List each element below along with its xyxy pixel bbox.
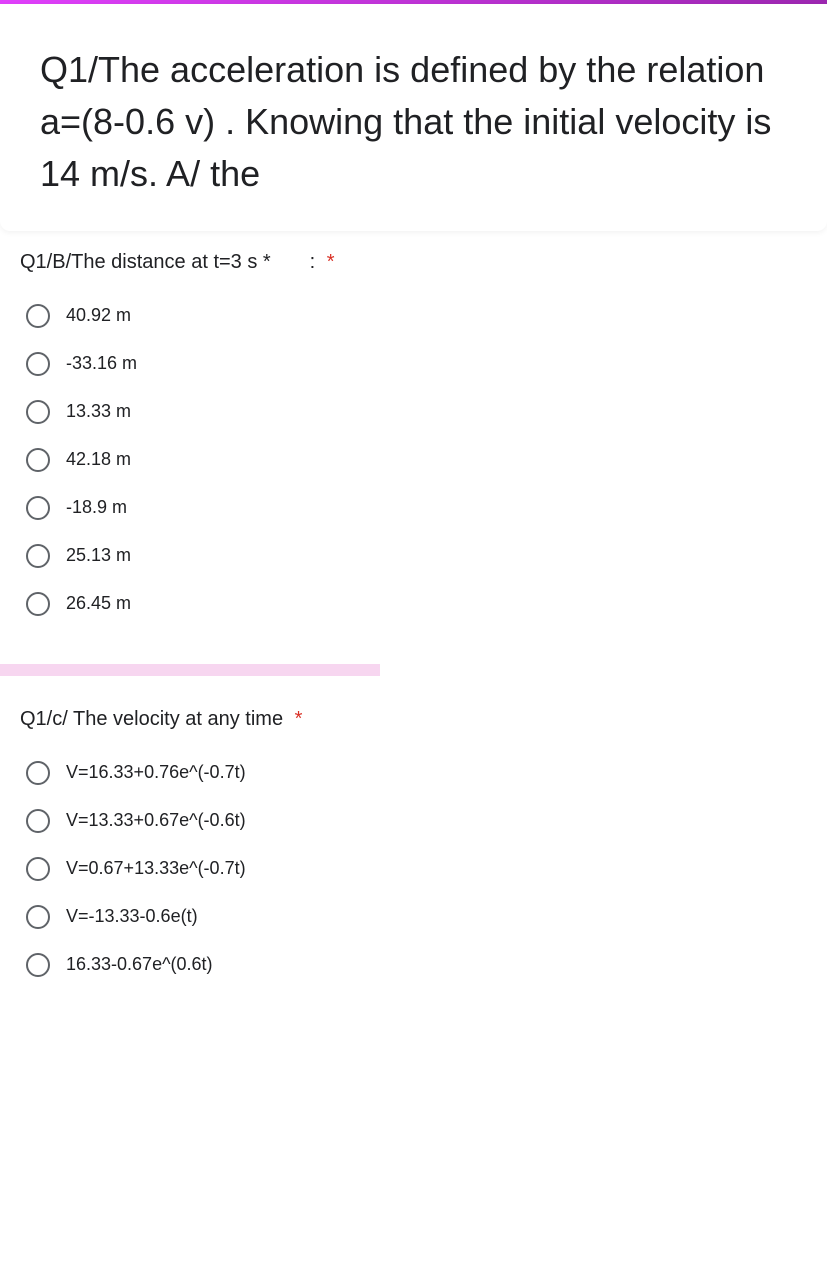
- radio-icon[interactable]: [26, 953, 50, 977]
- q1b-option-label: 26.45 m: [66, 593, 131, 614]
- radio-icon[interactable]: [26, 761, 50, 785]
- q1c-option-label: V=-13.33-0.6e(t): [66, 906, 198, 927]
- q1b-option-label: -33.16 m: [66, 353, 137, 374]
- q1c-option-label: 16.33-0.67e^(0.6t): [66, 954, 213, 975]
- q1b-prompt-post: :: [310, 251, 321, 273]
- radio-icon[interactable]: [26, 400, 50, 424]
- q1c-options: V=16.33+0.76e^(-0.7t) V=13.33+0.67e^(-0.…: [20, 741, 807, 987]
- radio-icon[interactable]: [26, 352, 50, 376]
- radio-icon[interactable]: [26, 592, 50, 616]
- q1c-option[interactable]: V=-13.33-0.6e(t): [26, 895, 807, 939]
- header-card: Q1/The acceleration is defined by the re…: [0, 4, 827, 231]
- required-asterisk: *: [295, 708, 303, 730]
- q1c-option[interactable]: 16.33-0.67e^(0.6t): [26, 943, 807, 987]
- q1c-option-label: V=16.33+0.76e^(-0.7t): [66, 762, 246, 783]
- q1b-option[interactable]: -33.16 m: [26, 342, 807, 386]
- radio-icon[interactable]: [26, 448, 50, 472]
- radio-icon[interactable]: [26, 905, 50, 929]
- q1c-block: Q1/c/ The velocity at any time * V=16.33…: [0, 692, 827, 997]
- radio-icon[interactable]: [26, 544, 50, 568]
- radio-icon[interactable]: [26, 809, 50, 833]
- radio-icon[interactable]: [26, 496, 50, 520]
- q1b-option-label: 13.33 m: [66, 401, 131, 422]
- q1b-block: Q1/B/The distance at t=3 s * : * 40.92 m…: [0, 231, 827, 636]
- required-asterisk: *: [327, 251, 335, 273]
- q1b-option-label: -18.9 m: [66, 497, 127, 518]
- q1c-option-label: V=13.33+0.67e^(-0.6t): [66, 810, 246, 831]
- q1b-option[interactable]: 25.13 m: [26, 534, 807, 578]
- q1b-option-label: 42.18 m: [66, 449, 131, 470]
- q1b-option[interactable]: -18.9 m: [26, 486, 807, 530]
- q1c-option-label: V=0.67+13.33e^(-0.7t): [66, 858, 246, 879]
- q1b-prompt-pre: Q1/B/The distance at t=3 s *: [20, 251, 271, 273]
- q1c-option[interactable]: V=0.67+13.33e^(-0.7t): [26, 847, 807, 891]
- q1b-option-label: 40.92 m: [66, 305, 131, 326]
- q1b-option[interactable]: 42.18 m: [26, 438, 807, 482]
- question-header-title: Q1/The acceleration is defined by the re…: [40, 44, 797, 201]
- radio-icon[interactable]: [26, 857, 50, 881]
- q1b-option-label: 25.13 m: [66, 545, 131, 566]
- q1b-option[interactable]: 40.92 m: [26, 294, 807, 338]
- q1c-prompt: Q1/c/ The velocity at any time *: [20, 708, 807, 731]
- q1b-options: 40.92 m -33.16 m 13.33 m 42.18 m -18.9 m…: [20, 284, 807, 626]
- radio-icon[interactable]: [26, 304, 50, 328]
- q1c-prompt-text: Q1/c/ The velocity at any time: [20, 708, 289, 730]
- section-divider: [0, 664, 380, 676]
- q1b-prompt: Q1/B/The distance at t=3 s * : *: [20, 251, 807, 274]
- q1b-option[interactable]: 13.33 m: [26, 390, 807, 434]
- q1c-option[interactable]: V=16.33+0.76e^(-0.7t): [26, 751, 807, 795]
- q1b-option[interactable]: 26.45 m: [26, 582, 807, 626]
- divider-wrap: [0, 636, 827, 692]
- q1c-option[interactable]: V=13.33+0.67e^(-0.6t): [26, 799, 807, 843]
